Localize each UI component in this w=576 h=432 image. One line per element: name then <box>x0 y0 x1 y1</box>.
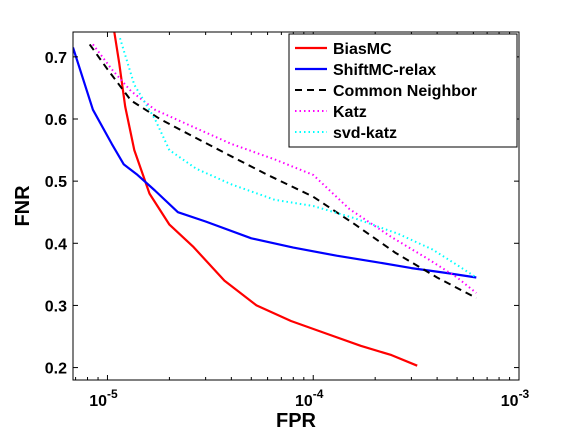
x-tick-label: 10-4 <box>295 387 324 410</box>
y-axis-label: FNR <box>12 185 34 227</box>
y-tick-label: 0.5 <box>45 174 67 191</box>
legend-label: Katz <box>333 104 367 121</box>
ticks-layer: 0.2 0.3 0.4 0.5 0.6 0.7 10-5 10-4 10-3 <box>45 32 530 410</box>
series-line-shiftmc-relax <box>73 47 477 279</box>
legend-label: ShiftMC-relax <box>333 62 436 79</box>
y-tick-label: 0.7 <box>45 50 67 67</box>
legend: BiasMC ShiftMC-relax Common Neighbor Katz sv… <box>288 33 518 148</box>
series-layer <box>73 32 477 367</box>
plot-frame <box>72 31 520 381</box>
series-line-common-neighbor <box>88 43 477 299</box>
y-tick-label: 0.4 <box>45 236 67 253</box>
legend-label: svd-katz <box>333 125 397 142</box>
series-line-biasmc <box>113 32 418 367</box>
x-tick-label: 10-3 <box>501 387 530 410</box>
y-tick-label: 0.3 <box>45 298 67 315</box>
y-tick-label: 0.6 <box>45 112 67 129</box>
legend-label: BiasMC <box>333 41 392 58</box>
x-tick-label: 10-5 <box>89 387 118 410</box>
x-axis-label: FPR <box>276 410 317 432</box>
legend-box <box>288 33 518 148</box>
legend-label: Common Neighbor <box>333 83 477 100</box>
y-tick-label: 0.2 <box>45 361 67 378</box>
series-line-svd-katz <box>119 37 477 279</box>
